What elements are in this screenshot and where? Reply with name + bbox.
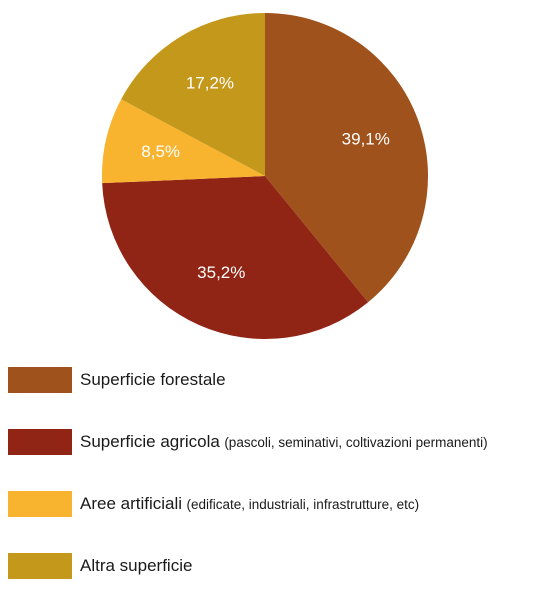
legend-swatch bbox=[8, 367, 72, 393]
pie-slice-1 bbox=[265, 13, 428, 303]
legend-item-superficie-forestale: Superficie forestale bbox=[8, 366, 543, 394]
slice-value-label: 17,2% bbox=[186, 74, 234, 93]
legend-label: Altra superficie bbox=[80, 556, 192, 576]
chart-legend: Superficie forestale Superficie agricola… bbox=[8, 366, 543, 614]
legend-swatch bbox=[8, 553, 72, 579]
slice-value-label: 35,2% bbox=[197, 263, 245, 282]
legend-detail: (edificate, industriali, infrastrutture,… bbox=[186, 497, 420, 512]
legend-item-aree-artificiali: Aree artificiali (edificate, industriali… bbox=[8, 490, 543, 518]
legend-label: Superficie agricola (pascoli, seminativi… bbox=[80, 432, 488, 452]
legend-name: Altra superficie bbox=[80, 556, 193, 575]
legend-detail: (pascoli, seminativi, coltivazioni perma… bbox=[224, 435, 488, 450]
legend-swatch bbox=[8, 491, 72, 517]
legend-item-altra-superficie: Altra superficie bbox=[8, 552, 543, 580]
legend-name: Superficie agricola bbox=[80, 432, 220, 451]
legend-label: Aree artificiali (edificate, industriali… bbox=[80, 494, 419, 514]
slice-value-label: 8,5% bbox=[141, 142, 180, 161]
legend-label: Superficie forestale bbox=[80, 370, 226, 390]
pie-slice-3 bbox=[101, 99, 265, 184]
slice-value-label: 39,1% bbox=[342, 130, 390, 149]
pie-slice-2 bbox=[102, 176, 369, 339]
pie-chart: 39,1% 35,2% 8,5% 17,2% bbox=[101, 13, 428, 339]
legend-swatch bbox=[8, 429, 72, 455]
pie-slice-4 bbox=[121, 13, 266, 176]
legend-name: Superficie forestale bbox=[80, 370, 226, 389]
legend-item-superficie-agricola: Superficie agricola (pascoli, seminativi… bbox=[8, 428, 543, 456]
legend-name: Aree artificiali bbox=[80, 494, 183, 513]
